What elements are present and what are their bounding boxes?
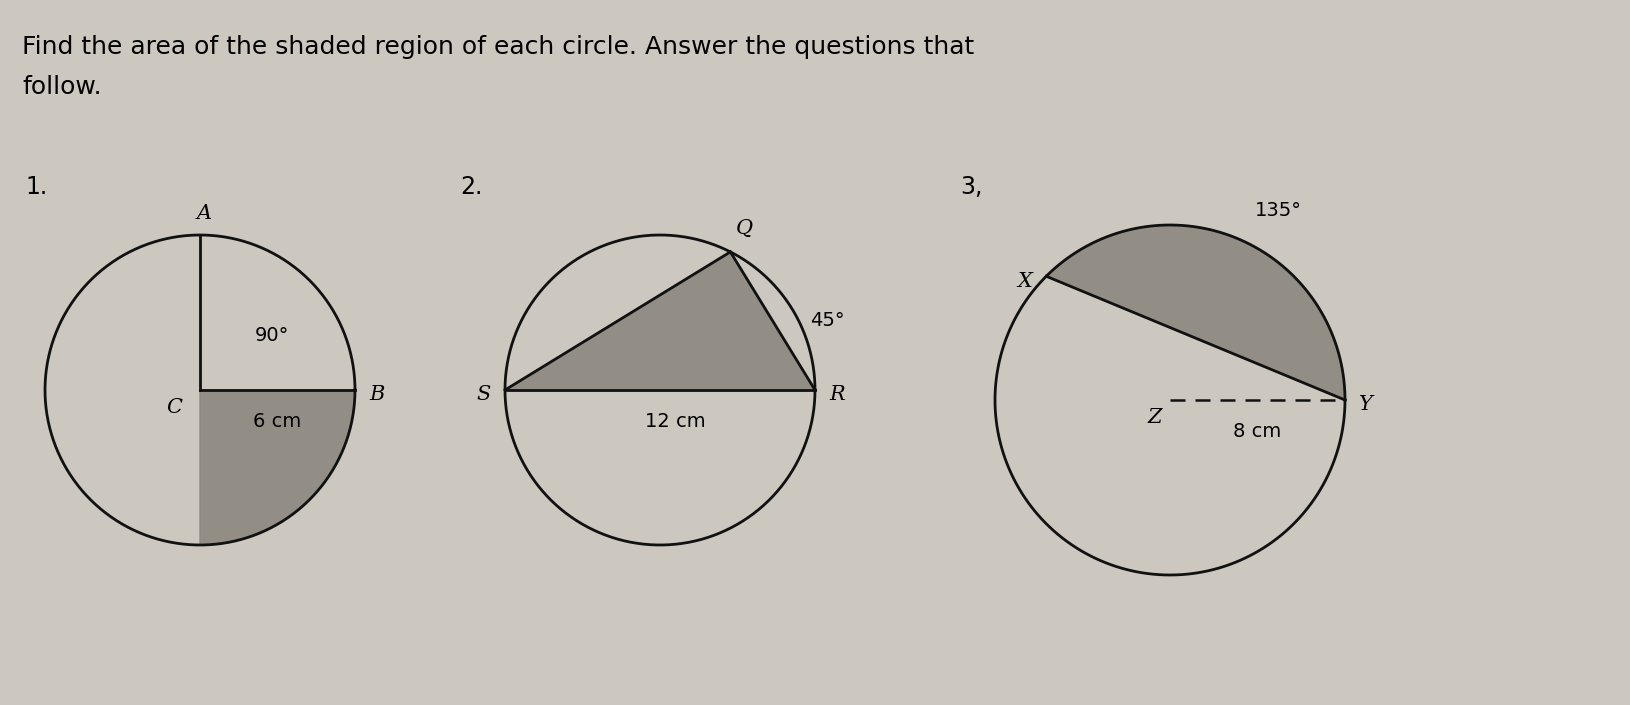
Text: 135°: 135° <box>1255 201 1302 220</box>
Text: X: X <box>1017 271 1032 290</box>
Text: Find the area of the shaded region of each circle. Answer the questions that: Find the area of the shaded region of ea… <box>21 35 975 59</box>
Text: 8 cm: 8 cm <box>1234 422 1281 441</box>
Polygon shape <box>200 390 355 545</box>
Text: 1.: 1. <box>24 175 47 199</box>
Text: Y: Y <box>1359 396 1372 415</box>
Text: 2.: 2. <box>460 175 482 199</box>
Text: Q: Q <box>735 219 753 238</box>
Text: Z: Z <box>1148 408 1162 427</box>
Polygon shape <box>1046 225 1345 400</box>
Text: follow.: follow. <box>21 75 101 99</box>
Text: C: C <box>166 398 183 417</box>
Polygon shape <box>505 252 815 390</box>
Text: R: R <box>830 386 844 405</box>
Text: A: A <box>197 204 212 223</box>
Text: S: S <box>476 386 491 405</box>
Text: 3,: 3, <box>960 175 983 199</box>
Text: 90°: 90° <box>254 326 290 345</box>
Text: B: B <box>368 386 385 405</box>
Text: 12 cm: 12 cm <box>645 412 706 431</box>
Text: 45°: 45° <box>810 311 844 330</box>
Text: 6 cm: 6 cm <box>253 412 302 431</box>
